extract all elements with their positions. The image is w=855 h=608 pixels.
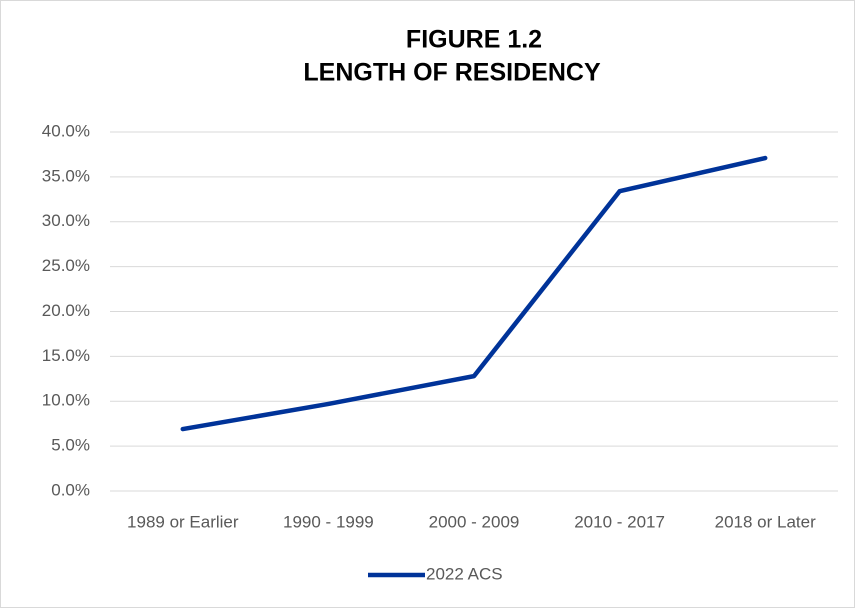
y-tick-label: 5.0% [51, 436, 90, 455]
x-tick-label: 1990 - 1999 [283, 512, 374, 531]
chart-title: LENGTH OF RESIDENCY [303, 59, 601, 87]
x-tick-label: 2000 - 2009 [429, 512, 520, 531]
data-line [180, 155, 768, 432]
y-tick-label: 25.0% [42, 256, 90, 275]
y-tick-label: 40.0% [42, 121, 90, 140]
x-tick-label: 2018 or Later [715, 512, 816, 531]
chart-title: FIGURE 1.2 [406, 26, 542, 54]
x-tick-label: 2010 - 2017 [574, 512, 665, 531]
y-tick-label: 35.0% [42, 166, 90, 185]
y-tick-label: 10.0% [42, 391, 90, 410]
y-tick-label: 20.0% [42, 301, 90, 320]
y-tick-label: 15.0% [42, 346, 90, 365]
x-tick-label: 1989 or Earlier [127, 512, 239, 531]
legend-label: 2022 ACS [426, 564, 503, 583]
y-tick-label: 30.0% [42, 211, 90, 230]
y-tick-label: 0.0% [51, 480, 90, 499]
